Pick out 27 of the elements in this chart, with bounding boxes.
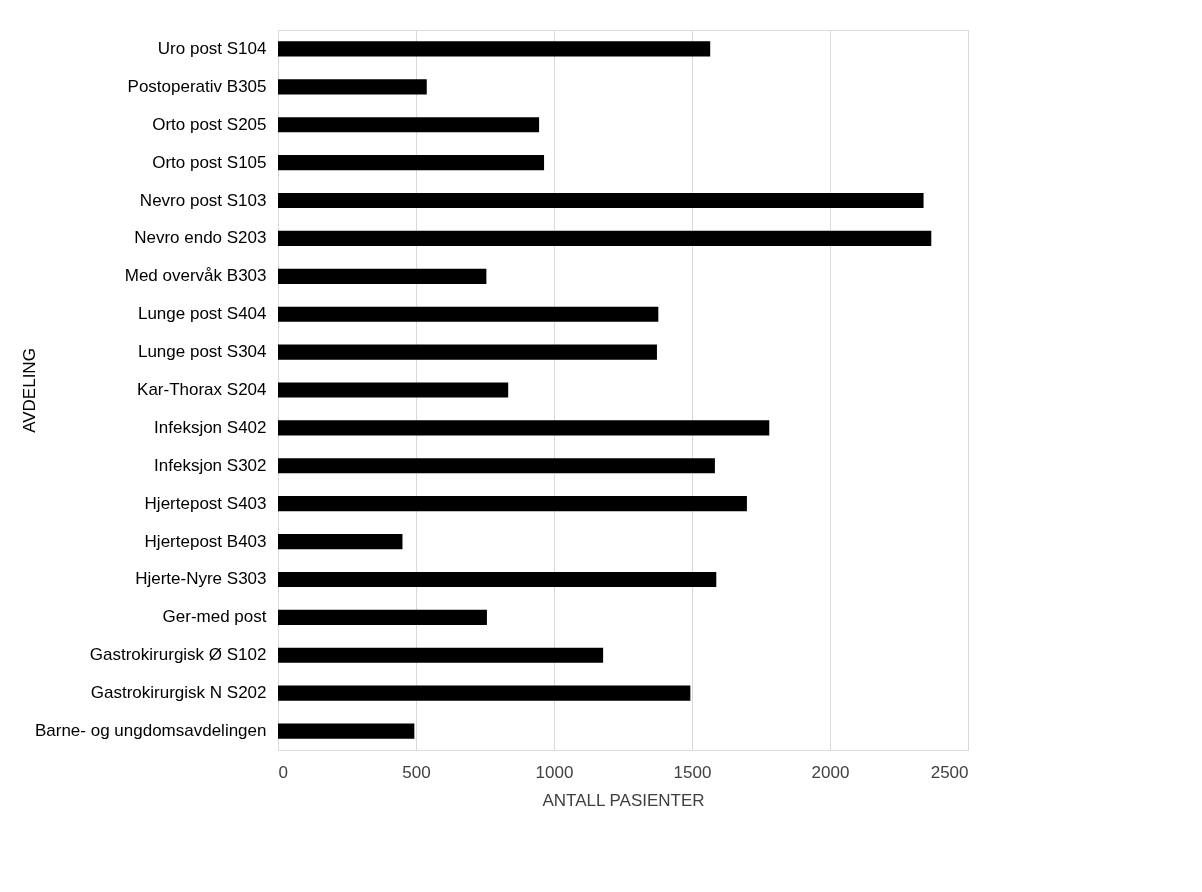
x-tick-label: 1000	[535, 762, 574, 782]
y-tick-label: Uro post S104	[157, 38, 267, 58]
y-tick-label: Nevro post S103	[139, 190, 267, 210]
y-tick-label: Hjertepost S403	[144, 493, 267, 513]
y-tick-label: Gastrokirurgisk N S202	[90, 683, 267, 703]
x-tick-label: 2500	[930, 762, 969, 782]
y-axis-title: AVDELING	[19, 348, 39, 433]
x-tick-label: 2000	[811, 762, 850, 782]
y-tick-label: Med overvåk B303	[124, 266, 267, 286]
y-tick-label: Postoperativ B305	[127, 76, 267, 96]
y-tick-label: Ger-med post	[162, 607, 267, 627]
x-tick-label: 1500	[673, 762, 712, 782]
y-tick-label: Hjerte-Nyre S303	[135, 569, 267, 589]
x-tick-label: 0	[278, 762, 288, 782]
y-tick-label: Nevro endo S203	[134, 228, 267, 248]
y-tick-label: Barne- og ungdomsavdelingen	[34, 721, 267, 741]
y-tick-label: Hjertepost B403	[144, 531, 267, 551]
y-tick-label: Kar-Thorax S204	[137, 380, 267, 399]
y-tick-label: Infeksjon S302	[154, 455, 267, 475]
y-tick-label: Gastrokirurgisk Ø S102	[89, 645, 267, 665]
y-tick-label: Infeksjon S402	[154, 417, 267, 437]
y-tick-label: Orto post S205	[152, 114, 267, 134]
y-tick-label: Orto post S105	[152, 152, 267, 172]
y-tick-label: Lunge post S404	[137, 304, 267, 324]
y-tick-label: Lunge post S304	[137, 342, 267, 362]
x-tick-label: 500	[402, 762, 431, 782]
x-axis-title: ANTALL PASIENTER	[542, 790, 705, 810]
